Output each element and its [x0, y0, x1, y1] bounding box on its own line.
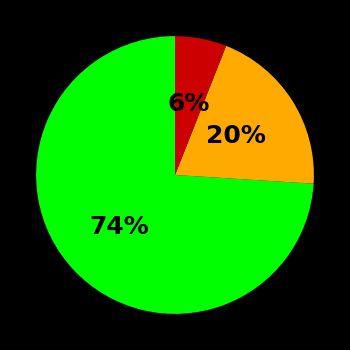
- Text: 20%: 20%: [206, 124, 266, 148]
- Wedge shape: [36, 36, 314, 314]
- Text: 6%: 6%: [167, 92, 210, 116]
- Text: 74%: 74%: [90, 215, 149, 239]
- Wedge shape: [175, 36, 226, 175]
- Wedge shape: [175, 46, 314, 184]
